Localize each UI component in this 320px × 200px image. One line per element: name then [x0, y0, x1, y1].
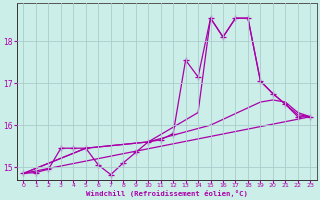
X-axis label: Windchill (Refroidissement éolien,°C): Windchill (Refroidissement éolien,°C)	[86, 190, 248, 197]
